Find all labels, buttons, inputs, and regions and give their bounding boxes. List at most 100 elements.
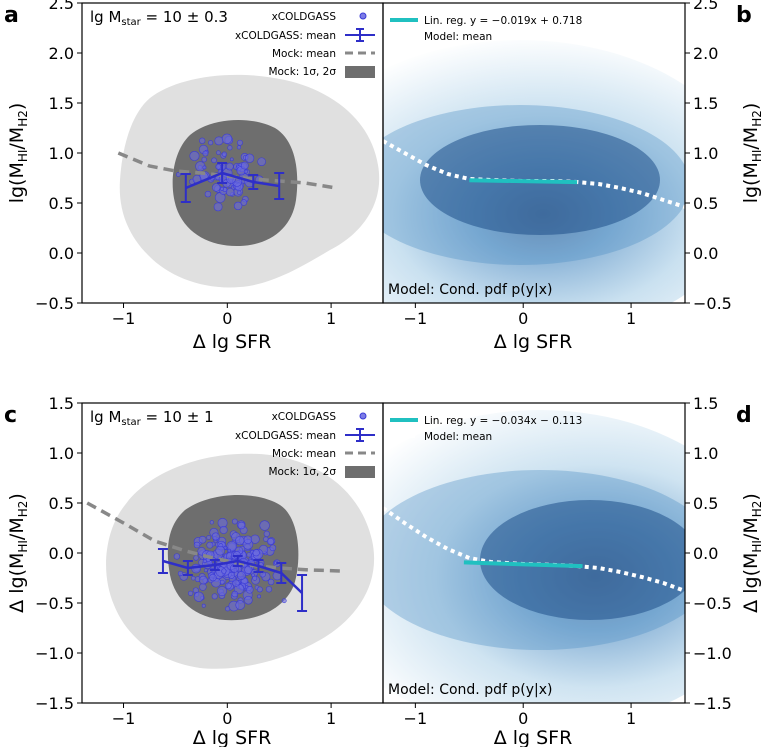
series-line	[117, 151, 337, 190]
data-point	[224, 582, 232, 590]
legend-marker-sigma	[345, 66, 375, 78]
data-point	[246, 552, 252, 558]
xcoldgass-mean-series	[180, 162, 285, 203]
xcoldgass-mean-series	[157, 548, 308, 612]
x-tick-label: −1	[404, 709, 428, 728]
y-tick-label: −0.5	[693, 594, 732, 613]
cond-pdf-band	[383, 470, 685, 650]
data-point	[202, 150, 209, 157]
data-point	[232, 579, 240, 587]
ylabel-c: Δ lg(MHI/MH2)	[6, 493, 30, 613]
data-point	[216, 150, 221, 155]
panel-label-d: d	[736, 403, 752, 428]
linreg-series	[469, 178, 578, 185]
data-point	[220, 186, 224, 191]
data-point	[243, 169, 248, 174]
data-point	[252, 549, 260, 557]
data-point	[269, 544, 277, 552]
y-tick-label: 1.0	[693, 444, 718, 463]
data-point	[228, 571, 235, 579]
data-point	[211, 157, 217, 164]
linreg-series	[463, 560, 583, 569]
data-point	[202, 165, 207, 170]
data-point	[189, 150, 200, 161]
x-tick-label: −1	[404, 309, 428, 328]
data-point	[177, 570, 184, 577]
y-tick-label: 0.0	[49, 244, 74, 263]
data-point	[211, 532, 220, 541]
data-point	[198, 535, 207, 544]
data-point	[237, 190, 242, 195]
data-point	[240, 161, 249, 170]
x-tick-label: 1	[326, 309, 336, 328]
data-point	[219, 525, 228, 534]
y-tick-label: 0.0	[693, 544, 718, 563]
y-tick-label: 0.0	[693, 244, 718, 263]
x-tick-label: −1	[112, 709, 136, 728]
data-point	[257, 157, 266, 166]
data-point	[208, 140, 214, 146]
mock-mean-series	[117, 151, 337, 190]
data-point	[235, 536, 245, 546]
data-point	[214, 136, 224, 146]
data-point	[252, 575, 258, 581]
data-point	[225, 606, 231, 612]
x-tick-label: 0	[518, 709, 528, 728]
x-tick-label: 0	[222, 309, 232, 328]
cond-pdf-core	[480, 500, 685, 620]
xlabel-b: Δ lg SFR	[494, 331, 573, 353]
model-mean-series	[383, 139, 685, 209]
y-tick-label: 0.5	[693, 494, 718, 513]
data-point	[257, 594, 261, 599]
y-tick-label: 1.0	[49, 144, 74, 163]
data-point	[237, 139, 243, 146]
y-tick-label: 1.0	[693, 144, 718, 163]
legend-marker-points	[359, 12, 367, 20]
panel-b	[383, 3, 685, 303]
data-point	[209, 520, 214, 525]
legend-item-1: Model: mean	[424, 431, 492, 443]
annotation-b: Model: Cond. pdf p(y|x)	[388, 282, 552, 298]
y-tick-label: 1.5	[693, 94, 718, 113]
data-point	[243, 535, 253, 545]
data-point	[219, 579, 225, 585]
data-point	[226, 187, 235, 197]
data-point	[173, 553, 180, 560]
data-point	[237, 571, 246, 580]
y-tick-label: 1.5	[49, 394, 74, 413]
x-tick-label: 0	[518, 309, 528, 328]
data-point	[206, 535, 211, 540]
y-tick-label: 0.5	[693, 194, 718, 213]
data-point	[236, 145, 242, 150]
data-point	[227, 145, 233, 151]
annotation-c: lg Mstar = 10 ± 1	[90, 408, 214, 428]
y-tick-label: 1.0	[49, 444, 74, 463]
data-point	[193, 541, 201, 549]
data-point	[240, 199, 248, 206]
ylabel-a: lg(MHI/MH2)	[6, 103, 30, 204]
xcoldgass-points	[173, 518, 287, 612]
legend-a: xCOLDGASS xCOLDGASS: mean Mock: mean Moc…	[235, 11, 375, 78]
y-tick-label: 2.0	[693, 44, 718, 63]
legend-marker-mean	[345, 428, 375, 442]
legend-item-0: xCOLDGASS	[272, 11, 337, 23]
data-point	[221, 133, 233, 144]
y-tick-label: −1.0	[693, 644, 732, 663]
y-tick-label: 2.5	[693, 0, 718, 13]
legend-marker-mean	[345, 28, 375, 42]
y-tick-label: 0.5	[49, 194, 74, 213]
legend-c: xCOLDGASS xCOLDGASS: mean Mock: mean Moc…	[235, 411, 375, 478]
data-point	[231, 590, 239, 598]
y-tick-label: −1.5	[693, 694, 732, 713]
y-tick-label: −1.0	[35, 644, 74, 663]
panel-label-a: a	[4, 3, 19, 28]
data-point	[267, 537, 275, 546]
data-point	[245, 585, 254, 594]
data-point	[201, 156, 207, 163]
data-point	[203, 568, 208, 573]
annotation-d: Model: Cond. pdf p(y|x)	[388, 682, 552, 698]
legend-item-0: Lin. reg. y = −0.034x − 0.113	[424, 415, 582, 427]
mock-mean-series	[86, 501, 342, 573]
annotation-a: lg Mstar = 10 ± 0.3	[90, 8, 228, 28]
data-point	[244, 595, 253, 605]
